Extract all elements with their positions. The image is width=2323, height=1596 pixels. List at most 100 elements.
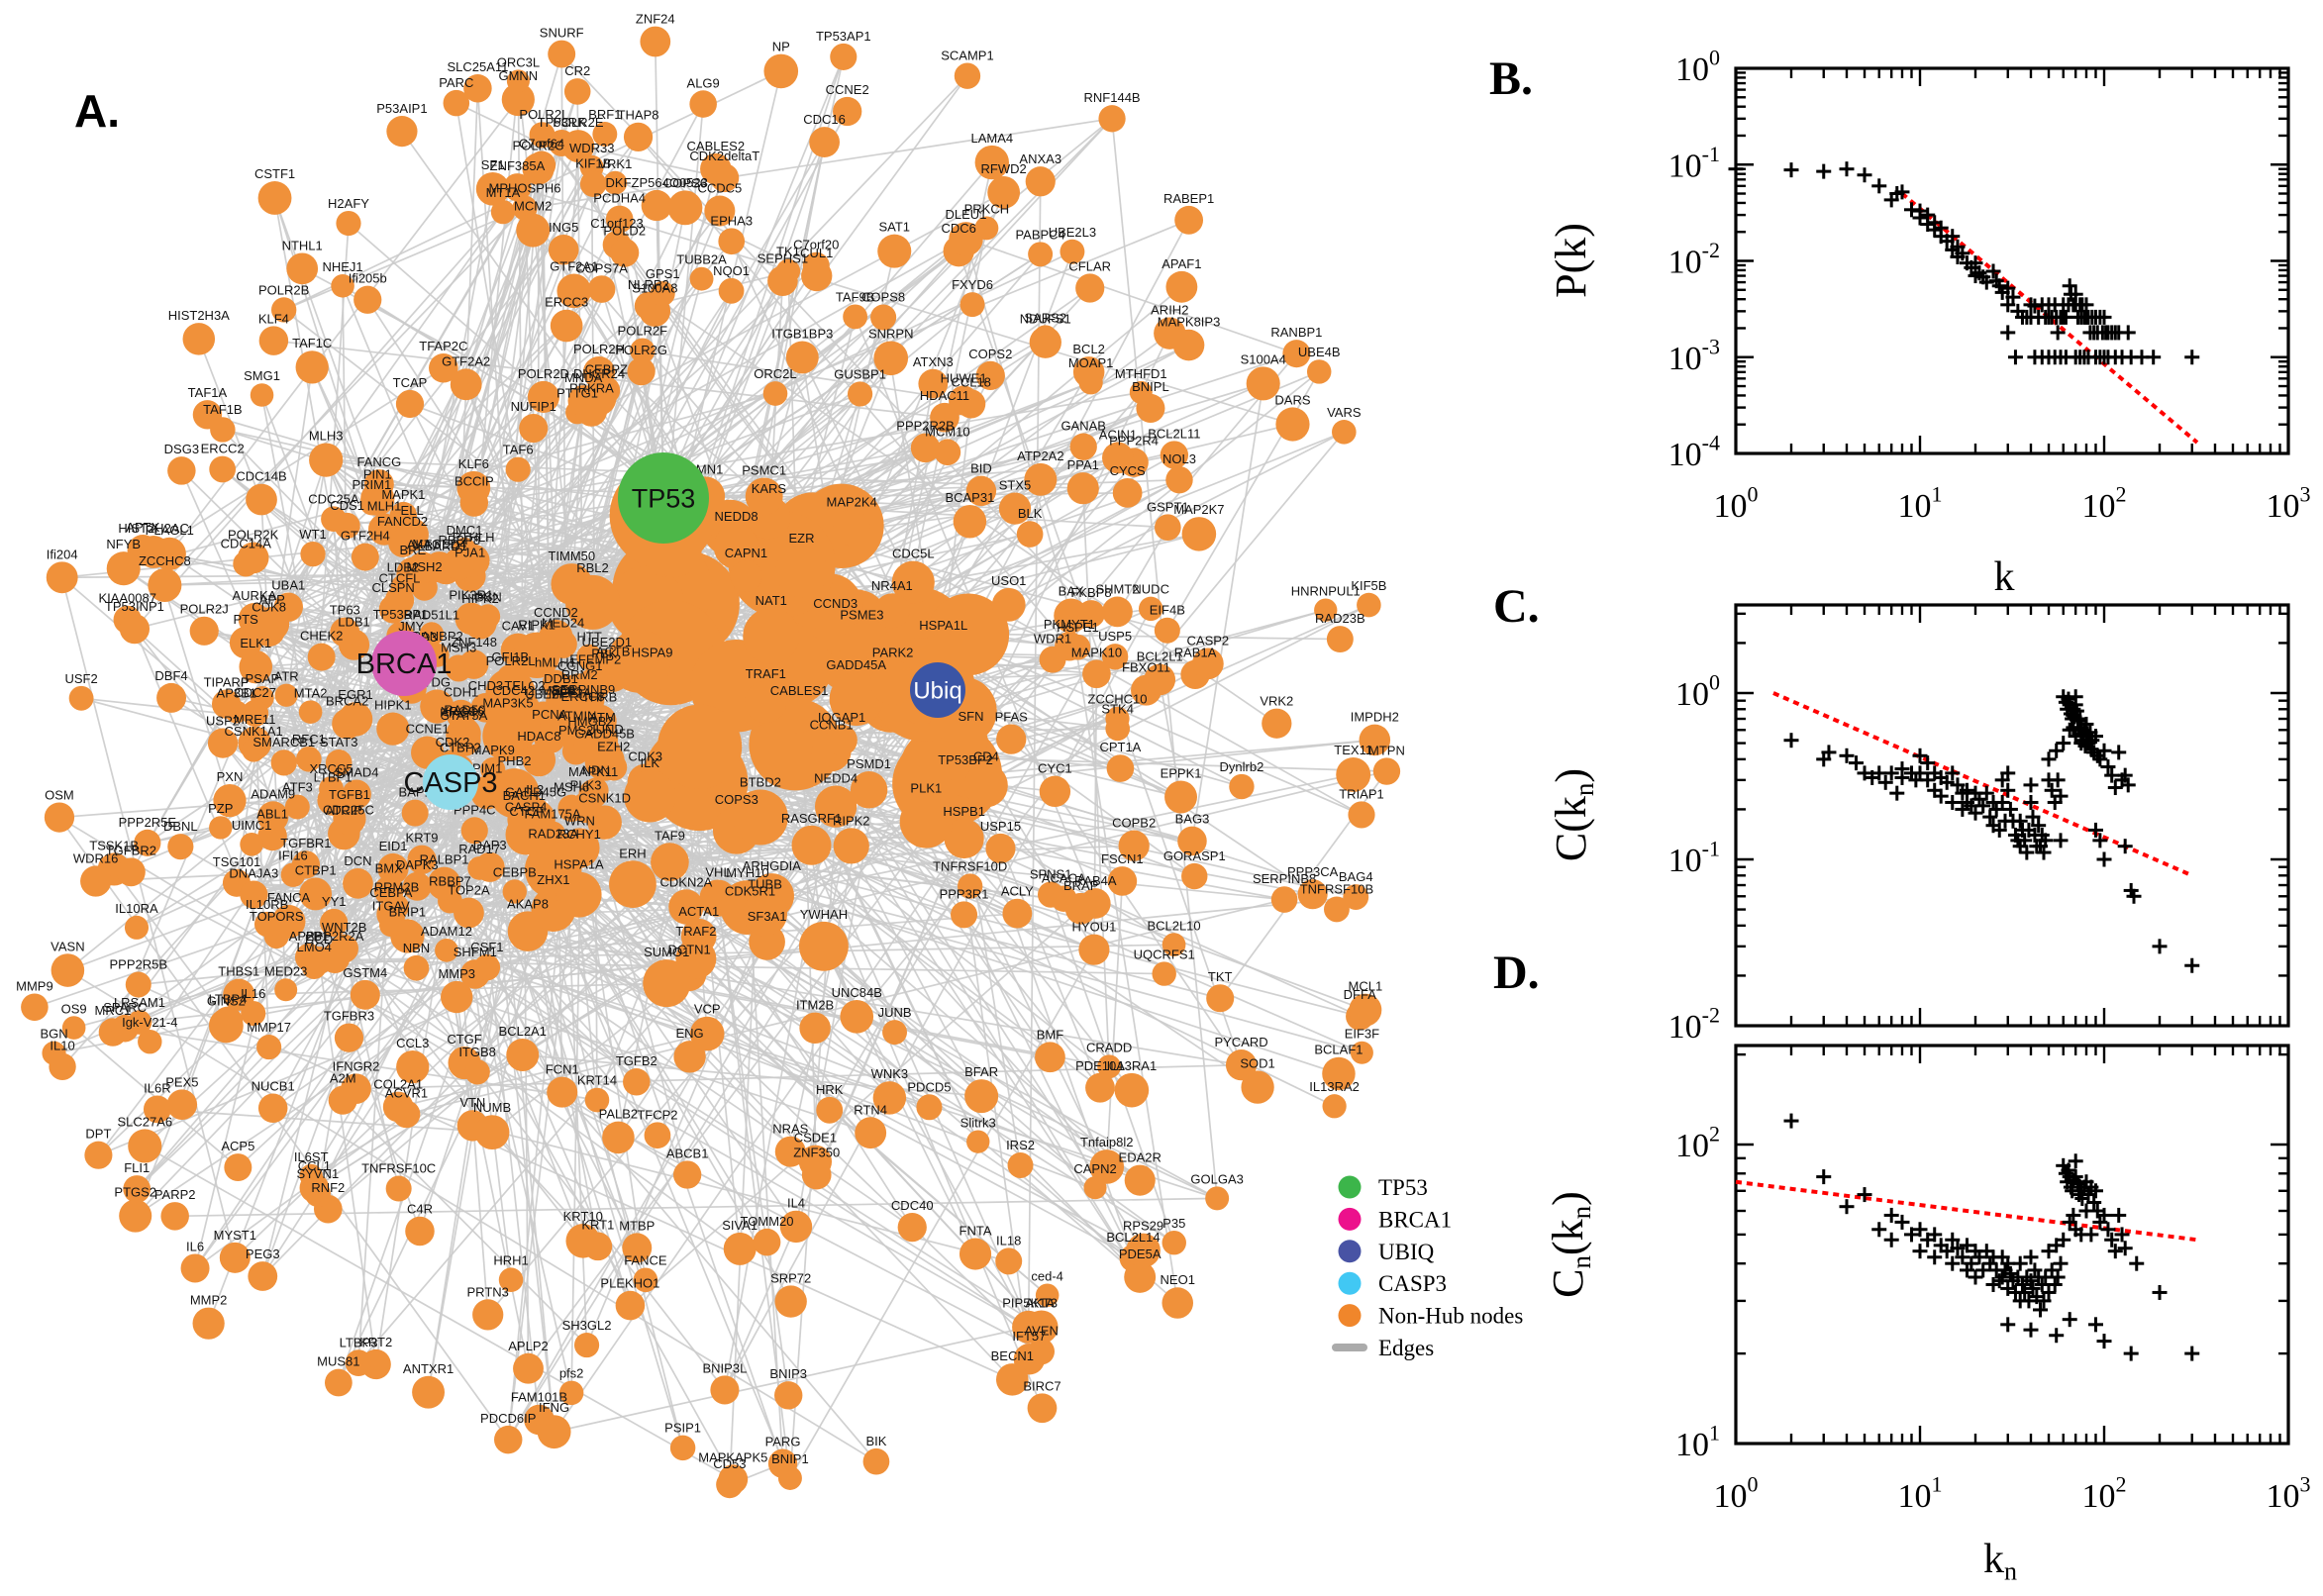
network-node [781, 698, 817, 734]
network-node-label: ILK [641, 755, 660, 770]
network-node-label: PCDHA4 [593, 191, 646, 206]
network-node-label: IL6ST [294, 1149, 329, 1164]
legend-label: TP53 [1378, 1175, 1428, 1200]
network-node [1154, 514, 1181, 542]
network-node-label: HMGB2 [567, 714, 613, 729]
network-node-label: TOPORS [250, 909, 304, 924]
tick-label-10e-4: 10-4 [1668, 431, 1720, 473]
legend-dot-brca1 [1338, 1207, 1362, 1231]
network-node-label: MLH3 [309, 428, 344, 443]
network-node-label: EID1 [379, 839, 408, 853]
network-node [1138, 596, 1163, 622]
network-node-label: PSIP1 [664, 1421, 701, 1436]
network-node [603, 170, 628, 195]
network-node [454, 897, 484, 929]
network-node-label: IL6 [186, 1239, 204, 1253]
legend-label: CASP3 [1378, 1271, 1447, 1296]
network-node-label: HUWE1 [941, 370, 987, 385]
tick-label-10e-2: 10-2 [1668, 238, 1720, 280]
network-node [537, 1415, 571, 1449]
network-node-label: RBBP7 [429, 874, 471, 889]
network-node [189, 616, 219, 646]
network-node-label: JMY [398, 619, 424, 634]
network-node-label: IL2 [526, 782, 544, 797]
network-node [713, 524, 759, 569]
tick-label-10e-1: 10-1 [1668, 837, 1720, 879]
network-node [833, 96, 862, 127]
network-node [401, 799, 429, 827]
network-node-label: KRT9 [406, 831, 439, 846]
core-cluster-node [656, 704, 743, 789]
network-node [106, 551, 141, 586]
network-node-label: NAT1 [756, 593, 787, 608]
network-node [791, 825, 832, 865]
network-node [1097, 1054, 1122, 1079]
network-node-label: WNK3 [871, 1066, 909, 1081]
network-node [775, 258, 801, 283]
network-node [502, 879, 527, 904]
network-node-label: TAF9B [836, 289, 875, 304]
network-node-label: MNDA [564, 370, 603, 385]
network-node [254, 606, 290, 642]
network-node [826, 724, 858, 756]
network-node [587, 275, 616, 303]
network-node-label: APP [259, 592, 285, 607]
network-node [50, 953, 85, 987]
network-node [143, 1095, 171, 1124]
network-node [1083, 1176, 1107, 1200]
network-node-label: CCND2 [534, 605, 578, 620]
tick-label-10e0: 100 [1675, 670, 1720, 713]
network-node-label: FLI1 [124, 1160, 150, 1175]
network-node [388, 529, 417, 557]
network-node-label: MUS81 [317, 1354, 359, 1369]
network-node-label: PYCARD [1214, 1035, 1267, 1049]
network-node-label: USP15 [980, 819, 1021, 834]
network-node-label: NUCB1 [252, 1079, 295, 1094]
network-node-label: ACVR1 [385, 1085, 428, 1100]
network-node-label: EGR1 [338, 687, 372, 702]
network-node-label: RPS29 [1123, 1219, 1163, 1234]
network-node [777, 1465, 802, 1490]
network-node-label: TK1 [776, 245, 800, 259]
network-node-label: H2AFY [328, 196, 369, 211]
network-node-label: S100A8 [632, 280, 677, 295]
network-node [930, 402, 960, 433]
network-node [152, 537, 186, 571]
legend-dot-casp3 [1338, 1271, 1362, 1295]
network-node-label: BCL2L10 [1147, 918, 1200, 933]
network-node-label: BNIP3 [769, 1366, 807, 1381]
network-node-label: ORC2L [754, 366, 796, 381]
network-node-label: UQCRFS1 [1134, 947, 1195, 961]
network-node [850, 771, 888, 809]
network-node [556, 273, 592, 309]
network-node-label: PKMYT1 [1044, 617, 1095, 632]
network-node-label: HIST2H2AC [118, 521, 189, 536]
network-node-label: XRCC6 [441, 704, 484, 719]
network-node-label: MAPK1 [381, 487, 425, 502]
network-node-label: THRB [582, 690, 617, 705]
network-node [208, 1008, 244, 1044]
network-node [785, 341, 819, 374]
network-node-label: GOLGA3 [1190, 1171, 1243, 1186]
network-node-label: PSMD1 [847, 756, 891, 771]
network-node-label: AKT3 [1025, 1296, 1058, 1311]
network-node [1348, 801, 1375, 829]
network-node-label: PRTN3 [467, 1284, 509, 1299]
network-node-label: LMO4 [297, 940, 332, 954]
network-node [1206, 984, 1235, 1013]
network-node [116, 857, 146, 887]
network-node-label: NDN [582, 763, 610, 778]
network-node [407, 845, 437, 875]
network-node [1162, 933, 1186, 957]
network-node [299, 877, 333, 911]
network-node-label: NEO1 [1161, 1272, 1195, 1287]
network-node-label: ABCB1 [666, 1146, 709, 1160]
network-node-label: MAPKAPK5 [698, 1449, 767, 1464]
network-node-label: OSM [45, 787, 74, 802]
network-node-label: ATXN3 [913, 354, 954, 369]
network-node-label: CDC40 [891, 1198, 934, 1213]
network-node [689, 266, 714, 291]
network-node [855, 1117, 887, 1149]
network-node-label: WT1 [299, 527, 326, 542]
network-node-label: hMLH1 [535, 654, 576, 669]
